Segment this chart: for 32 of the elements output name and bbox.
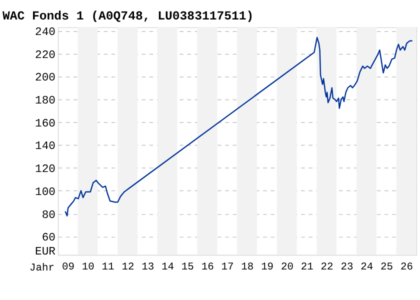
x-tick-label: 18 — [241, 261, 254, 274]
x-tick-label: 19 — [261, 261, 274, 274]
x-tick-label: 11 — [102, 261, 114, 274]
x-tick-label: 10 — [82, 261, 94, 274]
x-tick-label: 13 — [142, 261, 154, 274]
x-tick-label: 24 — [360, 261, 374, 274]
y-tick-label: 80 — [42, 210, 56, 222]
y-tick-label: 200 — [35, 72, 56, 85]
x-tick-label: 09 — [62, 261, 74, 274]
x-tick-label: 15 — [181, 261, 194, 274]
line-series — [64, 36, 413, 216]
x-tick-label: 23 — [340, 261, 354, 274]
chart-title: WAC Fonds 1 (A0Q748, LU0383117511) — [2, 9, 254, 24]
y-tick-label: 60 — [42, 232, 56, 245]
y-tick-label: 120 — [35, 164, 56, 176]
x-tick-label: 21 — [300, 261, 314, 274]
y-tick-label: 240 — [35, 26, 56, 39]
y-tick-label: 220 — [35, 50, 56, 62]
y-axis-title: EUR — [35, 246, 56, 258]
x-tick-label: 26 — [400, 261, 413, 274]
x-tick-label: 20 — [281, 261, 294, 274]
x-tick-label: 16 — [201, 261, 214, 274]
y-tick-label: 100 — [35, 186, 56, 199]
y-tick-label: 180 — [35, 96, 56, 108]
x-tick-label: 17 — [221, 261, 234, 274]
y-tick-label: 160 — [35, 118, 56, 130]
x-tick-label: 12 — [122, 261, 134, 274]
y-tick-label: 140 — [35, 141, 56, 154]
x-tick-label: 25 — [380, 261, 394, 274]
x-tick-label: 22 — [320, 261, 334, 274]
x-tick-label: 14 — [162, 261, 174, 274]
x-axis-title: Jahr — [30, 262, 55, 274]
